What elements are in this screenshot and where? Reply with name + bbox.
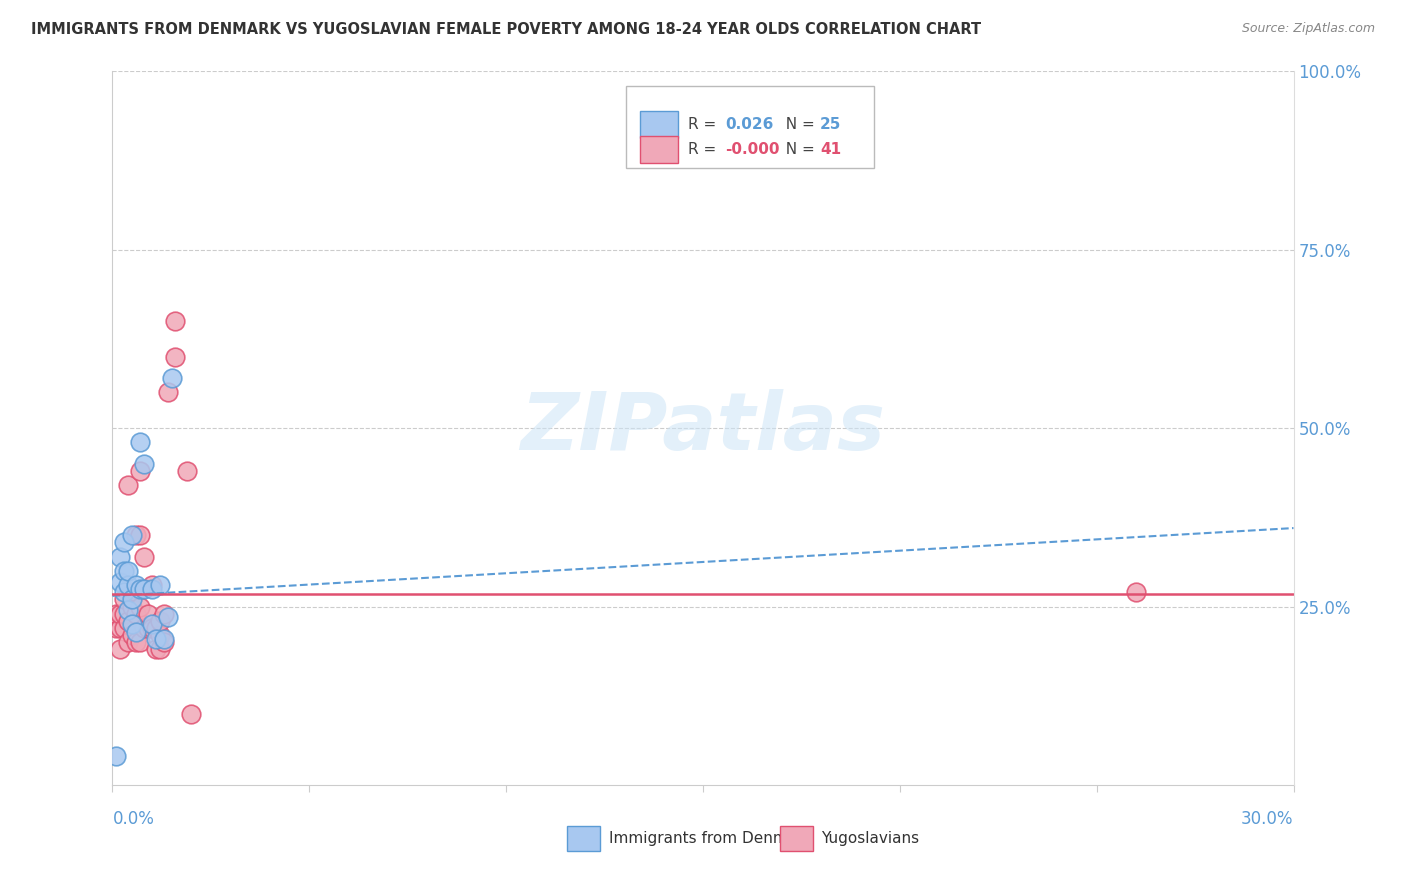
Point	[152, 632, 174, 646]
Point	[121, 617, 143, 632]
Point	[156, 610, 179, 624]
Point	[125, 578, 148, 592]
Point	[1125, 585, 1147, 599]
Text: N =: N =	[776, 142, 820, 157]
Point	[105, 621, 128, 635]
Point	[141, 621, 163, 635]
Point	[180, 706, 202, 721]
Point	[165, 350, 187, 364]
Point	[132, 621, 155, 635]
Bar	[640, 112, 678, 138]
Point	[112, 535, 135, 549]
Point	[121, 599, 143, 614]
Point	[165, 314, 187, 328]
Point	[129, 528, 152, 542]
Point	[112, 592, 135, 607]
Point	[121, 585, 143, 599]
Point	[110, 549, 132, 564]
Text: 41: 41	[820, 142, 841, 157]
Text: ZIPatlas: ZIPatlas	[520, 389, 886, 467]
Point	[125, 585, 148, 599]
Point	[141, 617, 163, 632]
Point	[129, 635, 152, 649]
Text: Immigrants from Denmark: Immigrants from Denmark	[609, 831, 811, 846]
Point	[105, 749, 128, 764]
Point	[125, 528, 148, 542]
Point	[141, 578, 163, 592]
Point	[110, 642, 132, 657]
Point	[112, 621, 135, 635]
Point	[152, 607, 174, 621]
Point	[117, 478, 139, 492]
Point	[145, 632, 167, 646]
Bar	[640, 136, 678, 163]
Point	[149, 628, 172, 642]
Point	[125, 607, 148, 621]
Bar	[567, 826, 600, 851]
Point	[121, 628, 143, 642]
Point	[160, 371, 183, 385]
Text: N =: N =	[776, 117, 820, 132]
Point	[132, 457, 155, 471]
Point	[129, 599, 152, 614]
Point	[149, 642, 172, 657]
Point	[149, 614, 172, 628]
Point	[117, 635, 139, 649]
Point	[145, 642, 167, 657]
Point	[129, 464, 152, 478]
Point	[125, 624, 148, 639]
Point	[112, 607, 135, 621]
Text: -0.000: -0.000	[725, 142, 780, 157]
Point	[117, 578, 139, 592]
Text: R =: R =	[688, 117, 721, 132]
Point	[121, 592, 143, 607]
Point	[129, 582, 152, 596]
Text: 0.0%: 0.0%	[112, 810, 155, 828]
Point	[132, 549, 155, 564]
Point	[132, 582, 155, 596]
Point	[145, 621, 167, 635]
Bar	[626, 86, 875, 168]
Bar	[780, 826, 813, 851]
Text: IMMIGRANTS FROM DENMARK VS YUGOSLAVIAN FEMALE POVERTY AMONG 18-24 YEAR OLDS CORR: IMMIGRANTS FROM DENMARK VS YUGOSLAVIAN F…	[31, 22, 981, 37]
Text: 30.0%: 30.0%	[1241, 810, 1294, 828]
Text: Source: ZipAtlas.com: Source: ZipAtlas.com	[1241, 22, 1375, 36]
Point	[176, 464, 198, 478]
Point	[110, 621, 132, 635]
Point	[112, 564, 135, 578]
Point	[152, 635, 174, 649]
Point	[141, 582, 163, 596]
Point	[156, 385, 179, 400]
Point	[117, 614, 139, 628]
Text: Yugoslavians: Yugoslavians	[821, 831, 920, 846]
Point	[117, 603, 139, 617]
Point	[129, 435, 152, 450]
Point	[121, 528, 143, 542]
Point	[136, 607, 159, 621]
Point	[125, 635, 148, 649]
Text: R =: R =	[688, 142, 721, 157]
Text: 0.026: 0.026	[725, 117, 773, 132]
Point	[105, 607, 128, 621]
Point	[112, 585, 135, 599]
Text: 25: 25	[820, 117, 841, 132]
Point	[110, 607, 132, 621]
Point	[110, 574, 132, 589]
Point	[136, 621, 159, 635]
Point	[117, 564, 139, 578]
Point	[149, 578, 172, 592]
